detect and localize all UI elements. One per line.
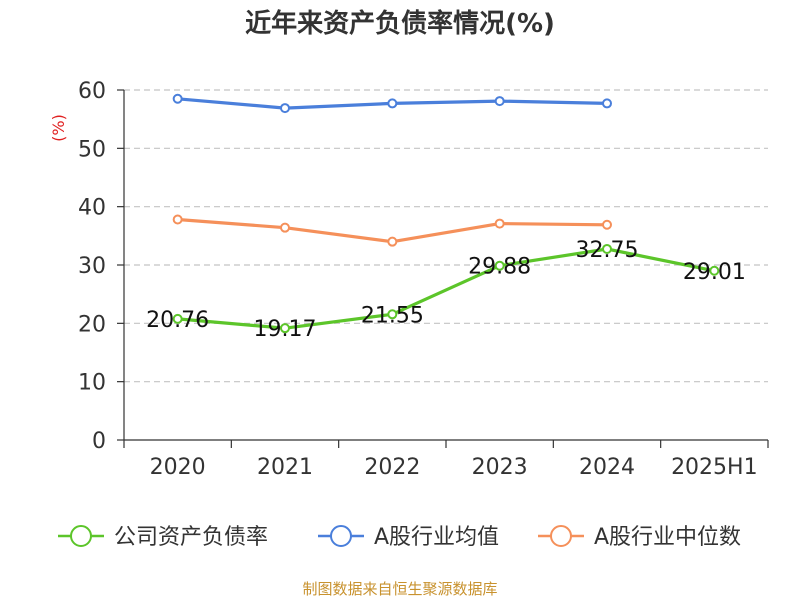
legend-label-0: 公司资产负债率 xyxy=(114,525,268,550)
series-line-0 xyxy=(176,247,716,330)
data-points xyxy=(172,93,720,334)
axes: 0 10 20 30 40 50 60 2020 2021 2022 2023 2024 2025H1 xyxy=(78,79,769,480)
data-label: 32.75 xyxy=(576,238,639,263)
data-point-1 xyxy=(172,93,183,104)
data-label: 29.01 xyxy=(683,260,746,285)
x-tick-label: 2023 xyxy=(472,455,528,480)
legend: 公司资产负债率 A股行业均值 A股行业中位数 xyxy=(58,525,741,550)
y-tick-label: 10 xyxy=(78,371,106,396)
legend-label-1: A股行业均值 xyxy=(374,525,499,550)
data-point-2 xyxy=(387,236,398,247)
data-labels: 20.76 19.17 21.55 29.88 32.75 29.01 xyxy=(146,238,746,342)
data-point-1 xyxy=(280,103,290,114)
gridlines xyxy=(124,89,768,383)
data-point-2 xyxy=(494,218,505,229)
y-tick-label: 40 xyxy=(78,196,106,221)
data-point-0 xyxy=(387,309,398,320)
data-point-0 xyxy=(709,265,720,276)
data-point-0 xyxy=(494,260,505,271)
data-point-2 xyxy=(602,219,612,230)
data-label: 20.76 xyxy=(146,308,209,333)
data-point-2 xyxy=(280,222,290,233)
data-point-0 xyxy=(280,323,290,334)
x-tick-label: 2025H1 xyxy=(671,455,758,480)
data-point-2 xyxy=(172,214,183,225)
legend-label-2: A股行业中位数 xyxy=(594,525,741,550)
legend-marker-0 xyxy=(70,525,92,547)
data-point-1 xyxy=(494,96,505,107)
y-tick-label: 30 xyxy=(78,254,106,279)
y-tick-label: 50 xyxy=(78,137,106,162)
data-point-0 xyxy=(602,243,612,254)
series-lines xyxy=(176,97,716,330)
y-tick-label: 0 xyxy=(92,429,106,454)
x-tick-label: 2022 xyxy=(364,455,420,480)
data-label: 19.17 xyxy=(254,317,317,342)
data-label: 21.55 xyxy=(361,303,424,328)
y-axis-label: (%) xyxy=(49,114,68,142)
x-tick-label: 2020 xyxy=(150,455,206,480)
legend-marker-1 xyxy=(330,525,352,547)
legend-marker-2 xyxy=(550,525,572,547)
chart-title: 近年来资产负债率情况(%) xyxy=(245,8,555,39)
x-tick-label: 2021 xyxy=(257,455,313,480)
data-point-1 xyxy=(602,98,612,109)
data-point-1 xyxy=(387,98,398,109)
data-point-0 xyxy=(172,313,183,324)
y-tick-label: 60 xyxy=(78,79,106,104)
source-note: 制图数据来自恒生聚源数据库 xyxy=(302,580,497,598)
y-tick-label: 20 xyxy=(78,312,106,337)
x-tick-label: 2024 xyxy=(579,455,635,480)
data-label: 29.88 xyxy=(468,255,531,280)
